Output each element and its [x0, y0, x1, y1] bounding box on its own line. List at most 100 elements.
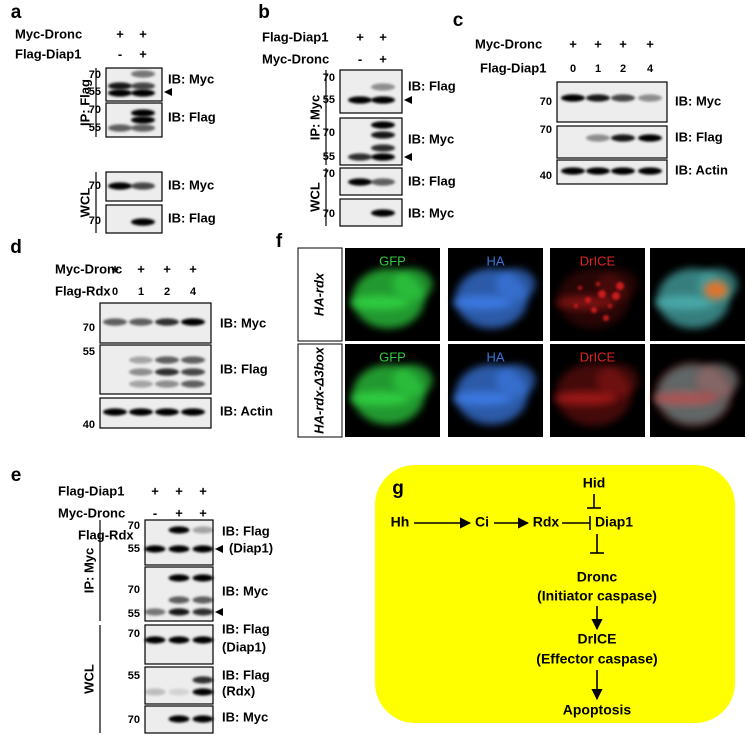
band	[192, 596, 214, 604]
pathway-node: Hh	[391, 514, 410, 530]
condition-mark: +	[356, 29, 364, 44]
band	[131, 109, 155, 117]
condition-name: Flag-Diap1	[262, 29, 328, 44]
mw-marker: 70	[89, 180, 101, 192]
tissue	[453, 391, 514, 406]
group-label: IP: Myc	[307, 95, 322, 141]
blot	[556, 125, 668, 159]
mw-marker: 70	[323, 208, 335, 220]
condition-name: Flag-Rdx	[78, 527, 134, 542]
blot	[105, 204, 163, 234]
condition-mark: 0	[570, 63, 576, 75]
ib-label: IB: Myc	[675, 93, 721, 108]
band	[155, 356, 179, 364]
merge-spot	[704, 281, 728, 299]
band	[181, 356, 205, 364]
ib-label: IB: Flag	[675, 129, 723, 144]
condition-mark: +	[619, 36, 627, 51]
ib-label: IB: Myc	[220, 315, 266, 330]
band	[103, 318, 127, 326]
band	[638, 167, 662, 175]
band	[103, 408, 127, 416]
mw-marker: 55	[128, 543, 140, 555]
ib-label: (Diap1)	[222, 639, 266, 654]
condition-mark: +	[379, 29, 387, 44]
band	[192, 676, 214, 684]
tissue	[453, 295, 514, 310]
band	[371, 144, 395, 152]
mw-marker: 70	[128, 628, 140, 640]
condition-mark: 1	[595, 63, 601, 75]
band	[144, 688, 166, 696]
band	[155, 368, 179, 376]
condition-mark: +	[199, 505, 207, 520]
band	[129, 368, 153, 376]
tissue	[495, 268, 536, 301]
band	[638, 94, 662, 102]
band	[192, 608, 214, 616]
tissue	[554, 391, 617, 406]
condition-mark: -	[358, 51, 362, 66]
band	[131, 124, 155, 132]
blot	[144, 666, 214, 705]
tissue	[655, 295, 716, 310]
mw-marker: 70	[89, 104, 101, 116]
ib-label: IB: Actin	[220, 403, 273, 418]
band	[611, 167, 635, 175]
arrowhead	[404, 153, 412, 161]
band	[129, 318, 153, 326]
condition-mark: 4	[647, 63, 654, 75]
ib-label: IB: Flag	[408, 78, 456, 93]
condition-name: Myc-Dronc	[55, 261, 122, 276]
tissue	[597, 268, 638, 301]
band	[168, 526, 190, 534]
mw-marker: 55	[89, 86, 101, 98]
band	[192, 545, 214, 553]
mw-marker: 55	[83, 346, 95, 358]
condition-mark: +	[646, 36, 654, 51]
condition-mark: 0	[112, 286, 118, 298]
ib-label: IB: Myc	[168, 177, 214, 192]
condition-name: Myc-Dronc	[58, 505, 125, 520]
mw-marker: 70	[128, 520, 140, 532]
row-label: HA-rdx	[311, 272, 326, 316]
pathway-node: Apoptosis	[563, 702, 632, 718]
tissue	[392, 364, 433, 397]
pathway-node: (Initiator caspase)	[537, 588, 657, 604]
group-label: IP: Myc	[81, 548, 96, 594]
band	[348, 178, 372, 186]
band	[192, 688, 214, 696]
band	[168, 545, 190, 553]
condition-mark: 1	[138, 286, 144, 298]
condition-mark: +	[175, 505, 183, 520]
mw-marker: 55	[128, 608, 140, 620]
tissue	[495, 364, 536, 397]
band	[168, 636, 190, 644]
ib-label: (Rdx)	[222, 683, 255, 698]
band	[168, 574, 190, 582]
band	[131, 89, 155, 97]
band	[371, 209, 395, 217]
band	[131, 116, 155, 124]
condition-mark: +	[137, 261, 145, 276]
mw-marker: 70	[323, 72, 335, 84]
pathway-node: Dronc	[577, 569, 618, 585]
condition-mark: +	[189, 261, 197, 276]
band	[129, 356, 153, 364]
condition-mark: 2	[620, 63, 626, 75]
mw-marker: 55	[89, 122, 101, 134]
panel-letter: b	[258, 2, 270, 23]
band	[108, 89, 132, 97]
pathway-node: DrICE	[578, 631, 617, 647]
band	[131, 218, 155, 226]
mw-marker: 70	[89, 69, 101, 81]
row-label-box	[297, 247, 343, 342]
mw-marker: 55	[128, 670, 140, 682]
band	[192, 574, 214, 582]
condition-mark: +	[139, 26, 147, 41]
ib-label: IB: Flag	[222, 667, 270, 682]
pathway-node: Hid	[583, 475, 606, 491]
band	[192, 526, 214, 534]
condition-mark: 4	[190, 286, 197, 298]
